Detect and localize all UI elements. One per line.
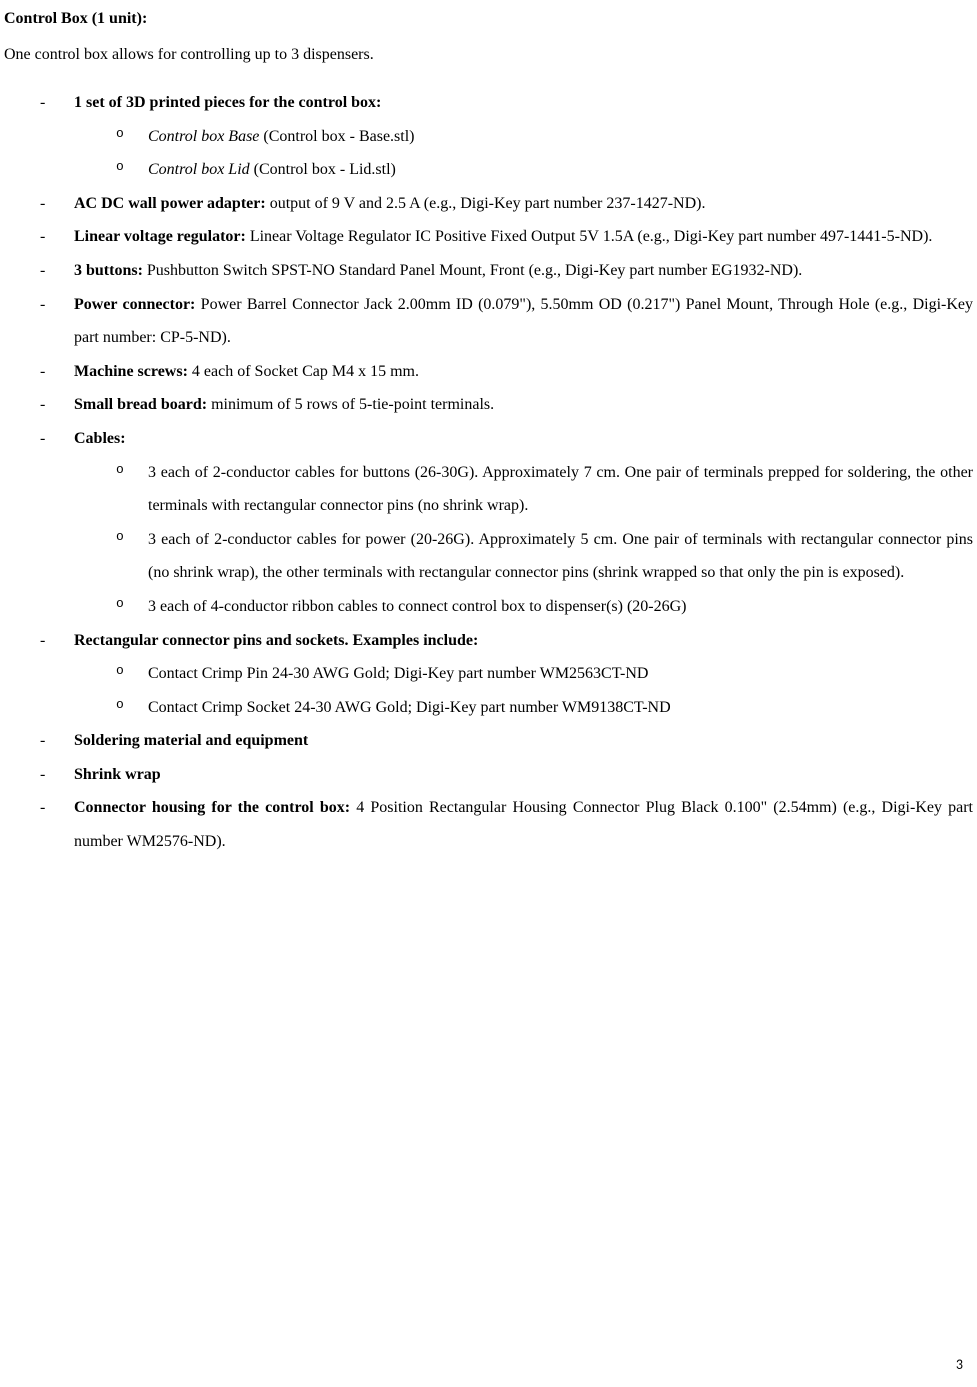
sublist: 3 each of 2-conductor cables for buttons… (74, 456, 973, 624)
list-item-bold: AC DC wall power adapter: (74, 195, 266, 212)
sublist-item: 3 each of 2-conductor cables for power (… (116, 523, 973, 590)
sublist-item-text: (Control box - Base.stl) (259, 128, 414, 145)
main-list: 1 set of 3D printed pieces for the contr… (4, 86, 973, 859)
list-item: Cables: 3 each of 2-conductor cables for … (40, 422, 973, 624)
sublist-item-italic: Control box Base (148, 128, 259, 145)
list-item: Machine screws: 4 each of Socket Cap M4 … (40, 355, 973, 389)
sublist-item: Contact Crimp Pin 24-30 AWG Gold; Digi-K… (116, 657, 973, 691)
list-item: AC DC wall power adapter: output of 9 V … (40, 187, 973, 221)
sublist-item-text: Contact Crimp Pin 24-30 AWG Gold; Digi-K… (148, 665, 648, 682)
list-item-bold: Soldering material and equipment (74, 732, 308, 749)
list-item-bold: Cables: (74, 430, 126, 447)
list-item-text: minimum of 5 rows of 5-tie-point termina… (207, 396, 494, 413)
list-item-text: output of 9 V and 2.5 A (e.g., Digi-Key … (266, 195, 706, 212)
list-item: Power connector: Power Barrel Connector … (40, 288, 973, 355)
sublist-item-text: 3 each of 4-conductor ribbon cables to c… (148, 598, 687, 615)
list-item-bold: Connector housing for the control box: (74, 799, 350, 816)
sublist: Contact Crimp Pin 24-30 AWG Gold; Digi-K… (74, 657, 973, 724)
list-item-bold: Power connector: (74, 296, 195, 313)
sublist-item: 3 each of 2-conductor cables for buttons… (116, 456, 973, 523)
list-item-bold: 3 buttons: (74, 262, 143, 279)
sublist-item: Control box Lid (Control box - Lid.stl) (116, 153, 973, 187)
sublist-item: 3 each of 4-conductor ribbon cables to c… (116, 590, 973, 624)
list-item-text: Pushbutton Switch SPST-NO Standard Panel… (143, 262, 802, 279)
list-item-text: 4 each of Socket Cap M4 x 15 mm. (188, 363, 419, 380)
list-item: Linear voltage regulator: Linear Voltage… (40, 220, 973, 254)
list-item-text: Linear Voltage Regulator IC Positive Fix… (246, 228, 933, 245)
page-number: 3 (956, 1356, 963, 1373)
list-item-bold: Linear voltage regulator: (74, 228, 246, 245)
list-item: Shrink wrap (40, 758, 973, 792)
sublist-item-text: 3 each of 2-conductor cables for buttons… (148, 464, 973, 515)
sublist-item: Control box Base (Control box - Base.stl… (116, 120, 973, 154)
list-item: 3 buttons: Pushbutton Switch SPST-NO Sta… (40, 254, 973, 288)
sublist-item-text: 3 each of 2-conductor cables for power (… (148, 531, 973, 582)
section-heading: Control Box (1 unit): (4, 10, 973, 28)
sublist-item-text: Contact Crimp Socket 24-30 AWG Gold; Dig… (148, 699, 671, 716)
list-item: Soldering material and equipment (40, 724, 973, 758)
sublist-item: Contact Crimp Socket 24-30 AWG Gold; Dig… (116, 691, 973, 725)
list-item: 1 set of 3D printed pieces for the contr… (40, 86, 973, 187)
list-item: Connector housing for the control box: 4… (40, 791, 973, 858)
list-item-text: Power Barrel Connector Jack 2.00mm ID (0… (74, 296, 973, 347)
document-page: Control Box (1 unit): One control box al… (0, 0, 977, 1387)
list-item-bold: Machine screws: (74, 363, 188, 380)
list-item-bold: Shrink wrap (74, 766, 161, 783)
list-item-bold: 1 set of 3D printed pieces for the contr… (74, 94, 381, 111)
intro-paragraph: One control box allows for controlling u… (4, 46, 973, 64)
list-item: Rectangular connector pins and sockets. … (40, 624, 973, 725)
list-item: Small bread board: minimum of 5 rows of … (40, 388, 973, 422)
list-item-bold: Small bread board: (74, 396, 207, 413)
sublist-item-text: (Control box - Lid.stl) (250, 161, 396, 178)
list-item-bold: Rectangular connector pins and sockets. … (74, 632, 478, 649)
sublist: Control box Base (Control box - Base.stl… (74, 120, 973, 187)
sublist-item-italic: Control box Lid (148, 161, 250, 178)
